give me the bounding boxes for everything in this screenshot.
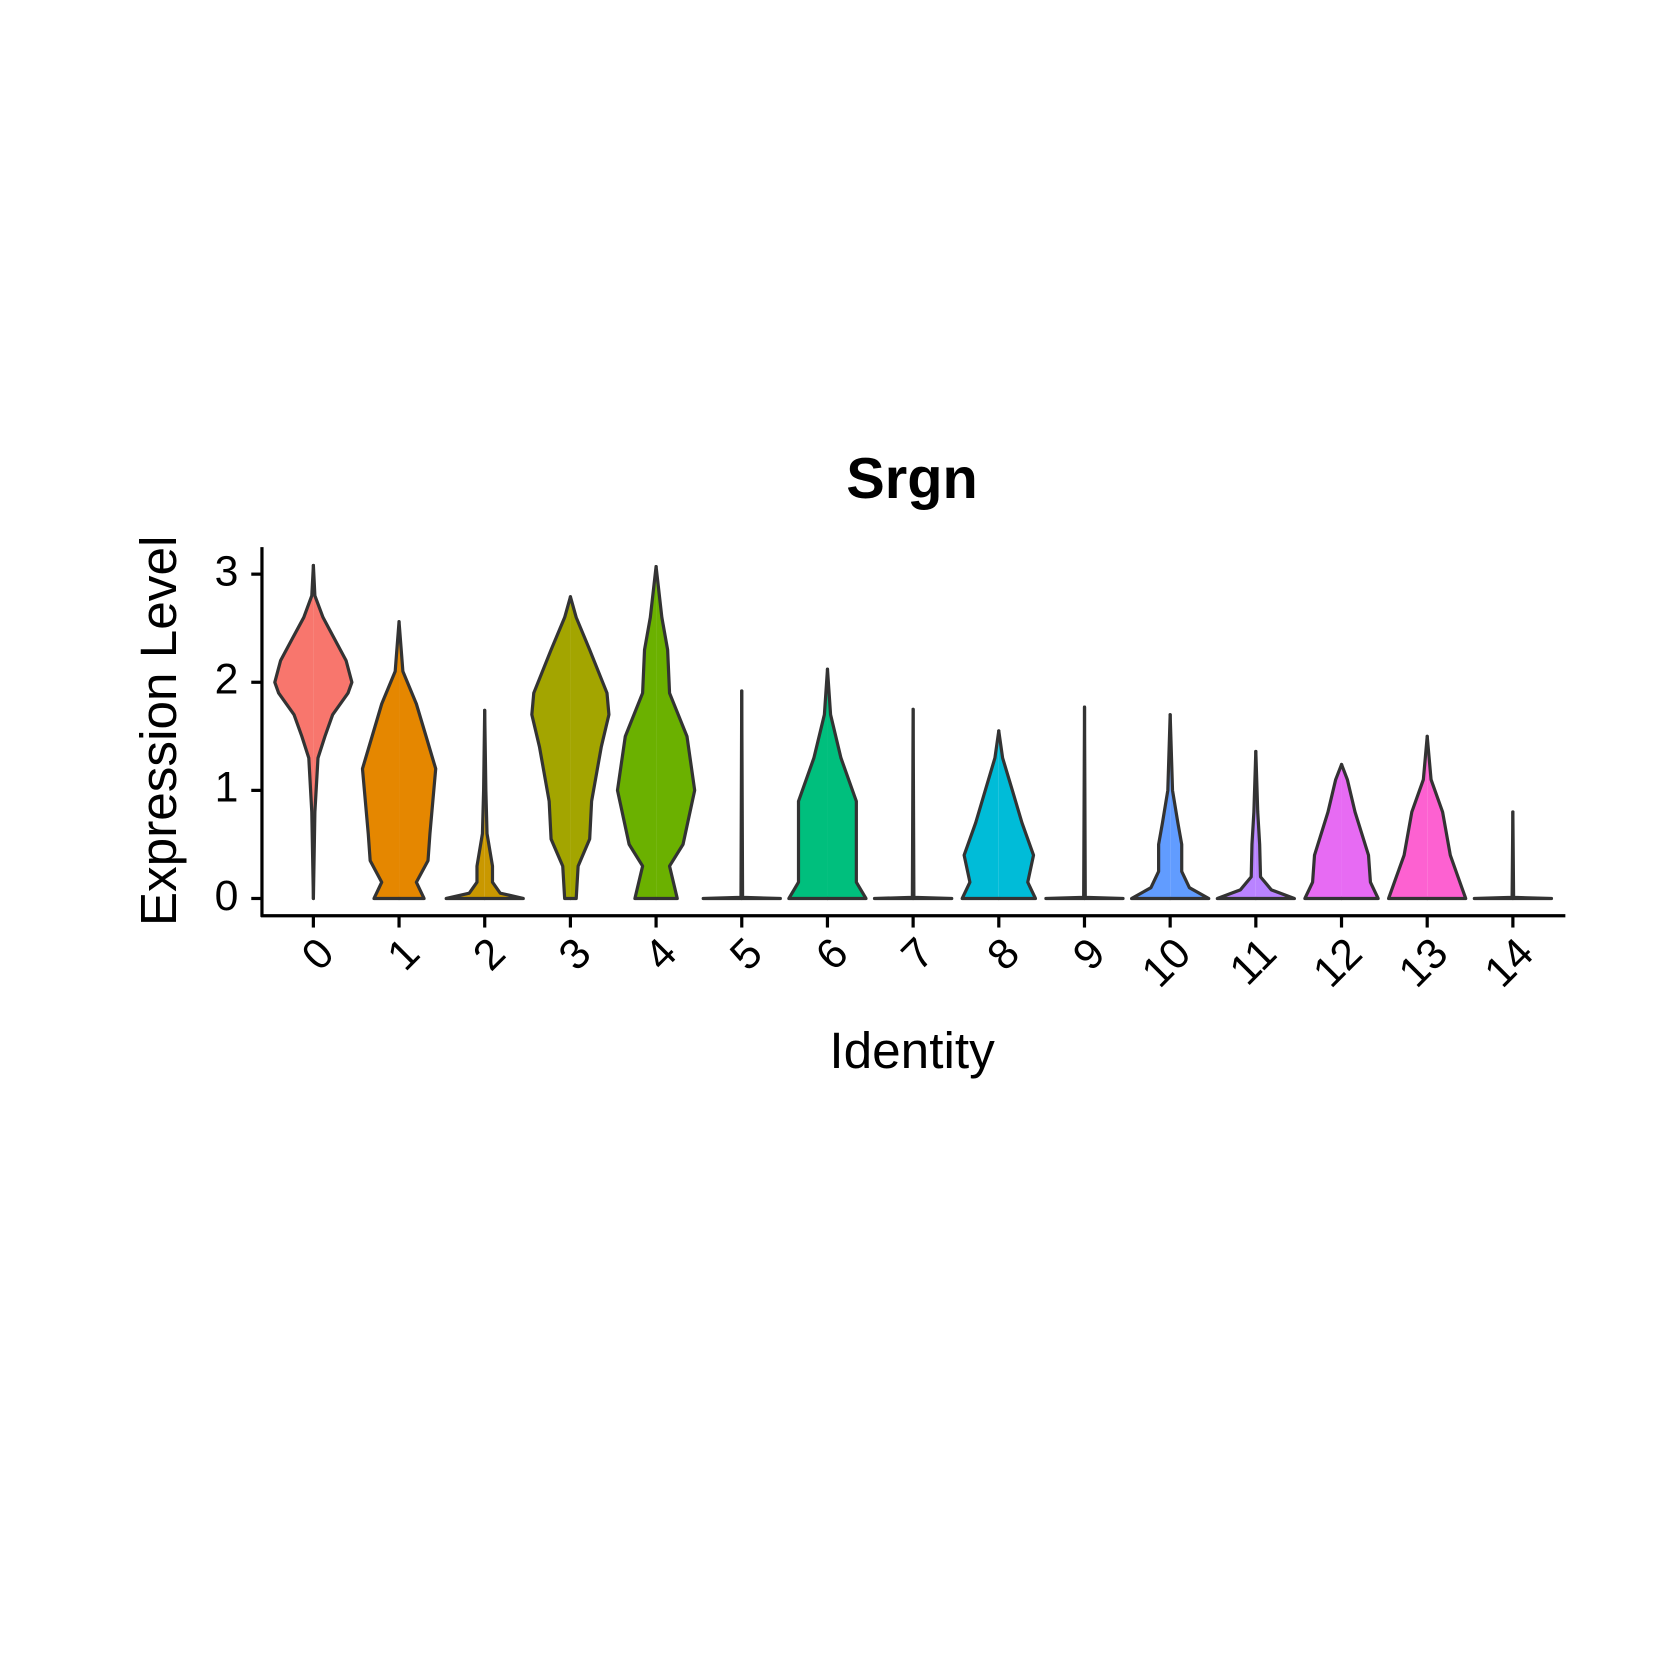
violin-fill <box>484 710 524 899</box>
violin-outline <box>1425 734 1468 901</box>
violin-outline <box>1044 705 1087 901</box>
violin-fill <box>446 710 485 899</box>
violin-fill <box>913 709 952 899</box>
violin-fill <box>570 596 609 899</box>
violin-fill <box>998 730 1036 899</box>
violin-fill <box>1131 714 1171 899</box>
x-tick-label: 8 <box>978 929 1029 980</box>
y-tick-label: 3 <box>215 547 239 595</box>
x-axis-label: Identity <box>829 1022 995 1079</box>
violin-fill <box>1255 751 1295 899</box>
x-tick-label: 9 <box>1064 929 1115 980</box>
violin-fill <box>656 566 695 899</box>
violin-outline <box>1254 749 1297 901</box>
x-tick-label: 1 <box>378 929 429 980</box>
violin-fill <box>1512 812 1552 899</box>
violin-outline <box>701 689 744 901</box>
x-tick-label: 11 <box>1221 929 1286 994</box>
violin-fill <box>1170 714 1209 899</box>
violin-outline <box>654 564 697 901</box>
chart-title: Srgn <box>846 447 978 511</box>
violin-outline <box>397 620 438 901</box>
violin-fill <box>1427 736 1466 899</box>
violin-outline <box>483 708 525 901</box>
violin-fill <box>703 690 742 899</box>
x-tick-label: 5 <box>721 929 772 980</box>
violin-fill <box>1474 812 1513 899</box>
x-tick-label: 14 <box>1475 929 1543 997</box>
violin-outline <box>997 729 1038 901</box>
violin-fill <box>313 565 352 899</box>
violin-fill <box>1388 736 1428 899</box>
x-tick-label: 12 <box>1304 929 1372 997</box>
violin-fill <box>1217 751 1256 899</box>
violin-fill <box>1045 707 1085 899</box>
x-tick-label: 6 <box>807 929 858 980</box>
violin-outline <box>1215 749 1258 901</box>
y-tick-label: 2 <box>215 656 239 704</box>
violin-fill <box>962 730 999 899</box>
violin-outline <box>360 620 401 901</box>
violin-outline <box>1168 713 1211 901</box>
violin-fill <box>741 690 781 899</box>
y-axis-label: Expression Level <box>130 536 187 927</box>
violin-outline <box>740 689 782 901</box>
violin-outline <box>787 667 830 901</box>
violin-outline <box>1129 713 1172 901</box>
violin-fill <box>788 669 828 899</box>
x-tick-label: 7 <box>892 929 943 980</box>
violin-outline <box>1303 762 1344 901</box>
violin-outline <box>1082 705 1125 901</box>
violin-fill <box>1084 707 1124 899</box>
violin-outline <box>1339 762 1380 901</box>
violin-outline <box>1387 734 1429 901</box>
y-tick-label: 0 <box>215 872 239 920</box>
violin-outline <box>872 707 915 901</box>
violin-outline <box>825 667 868 901</box>
x-tick-label: 2 <box>464 929 515 980</box>
violin-outline <box>615 564 658 901</box>
x-tick-label: 3 <box>550 929 601 980</box>
violin-fill <box>617 566 657 899</box>
x-tick-label: 4 <box>635 929 686 980</box>
x-tick-label: 0 <box>293 929 344 980</box>
violin-fill <box>827 669 866 899</box>
violin-outline <box>960 729 1001 901</box>
violin-outline <box>911 707 954 901</box>
violin-fill <box>874 709 914 899</box>
x-tick-label: 13 <box>1390 929 1458 997</box>
x-tick-label: 10 <box>1133 929 1201 997</box>
violin-fill <box>399 621 436 899</box>
violin-outline <box>530 595 573 901</box>
violin-outline <box>444 708 487 901</box>
violin-outline <box>273 563 315 901</box>
y-tick-label: 1 <box>215 764 239 812</box>
violin-fill <box>362 621 400 899</box>
violin-outline <box>568 595 611 901</box>
violin-outline <box>1511 810 1554 901</box>
violin-fill <box>274 565 314 899</box>
violin-fill <box>531 596 571 899</box>
violin-outline <box>1472 810 1515 901</box>
violin-outline <box>311 563 354 901</box>
